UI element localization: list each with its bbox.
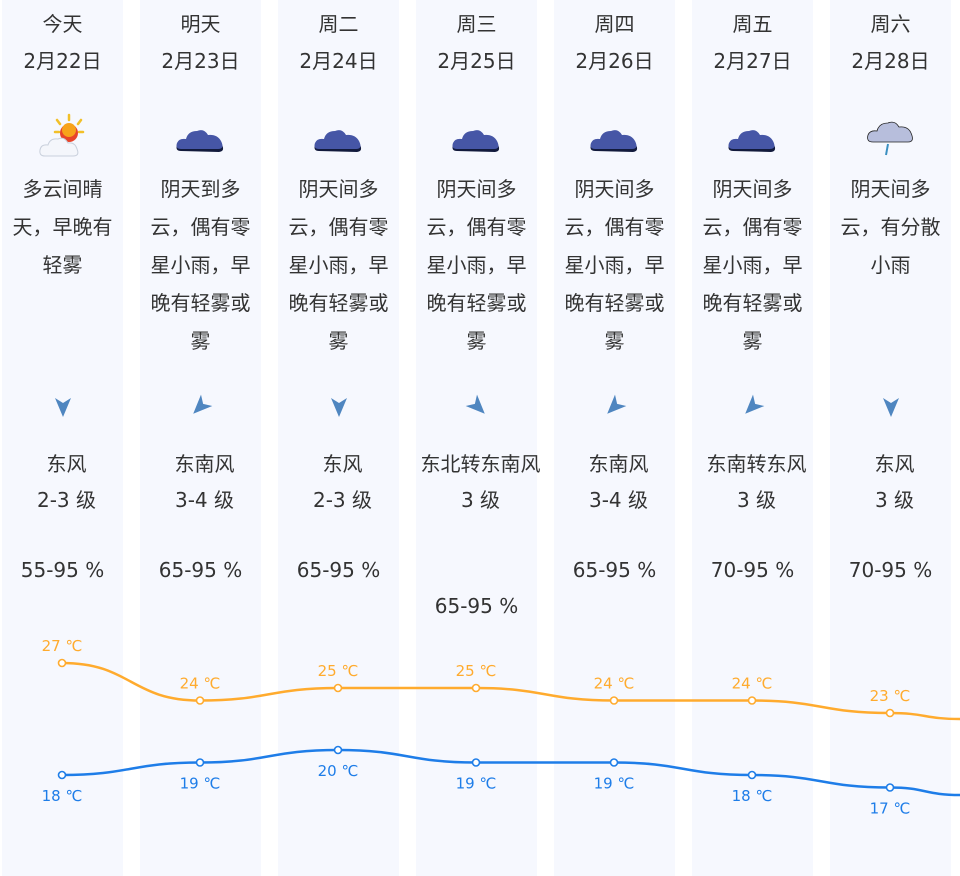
partly-cloudy-sun-icon	[33, 112, 93, 162]
wind-direction-arrow-icon	[325, 392, 353, 420]
forecast-day-column: 周二 2月24日 阴天间多云，偶有零星小雨，早晚有轻雾或雾 东风 2-3 级 6…	[278, 0, 399, 876]
wind-info: 东南风 3-4 级	[140, 446, 269, 518]
wind-direction: 东南转东风	[706, 452, 807, 476]
weather-description: 阴天间多云，偶有零星小雨，早晚有轻雾或雾	[288, 177, 389, 353]
weather-description: 阴天间多云，偶有零星小雨，早晚有轻雾或雾	[702, 177, 803, 353]
wind-info: 东南转东风 3 级	[692, 446, 821, 518]
humidity: 55-95 %	[20, 558, 105, 582]
date-label: 2月26日	[575, 49, 654, 73]
overcast-cloud-icon	[585, 112, 645, 162]
humidity: 65-95 %	[434, 594, 519, 618]
day-label: 周三	[456, 12, 497, 36]
wind-direction-arrow-icon	[739, 392, 767, 420]
wind-direction-arrow-icon	[463, 392, 491, 420]
wind-direction-arrow-icon	[187, 392, 215, 420]
wind-direction: 东风	[46, 452, 87, 476]
overcast-cloud-icon	[171, 112, 231, 162]
overcast-cloud-icon	[309, 112, 369, 162]
day-label: 周五	[732, 12, 773, 36]
day-label: 今天	[42, 12, 83, 36]
humidity: 65-95 %	[158, 558, 243, 582]
day-label: 周四	[594, 12, 635, 36]
date-label: 2月28日	[851, 49, 930, 73]
overcast-cloud-icon	[723, 112, 783, 162]
forecast-day-column: 周四 2月26日 阴天间多云，偶有零星小雨，早晚有轻雾或雾 东南风 3-4 级 …	[554, 0, 675, 876]
wind-level: 3 级	[874, 488, 915, 512]
overcast-cloud-icon	[447, 112, 507, 162]
wind-level: 3 级	[460, 488, 501, 512]
humidity: 70-95 %	[848, 558, 933, 582]
wind-level: 2-3 级	[312, 488, 373, 512]
day-label: 明天	[180, 12, 221, 36]
wind-direction-arrow-icon	[49, 392, 77, 420]
wind-info: 东风 2-3 级	[2, 446, 131, 518]
wind-direction: 东北转东南风	[420, 452, 541, 476]
cloud-rain-icon	[861, 112, 921, 162]
forecast-day-column: 周五 2月27日 阴天间多云，偶有零星小雨，早晚有轻雾或雾 东南转东风 3 级 …	[692, 0, 813, 876]
wind-level: 2-3 级	[36, 488, 97, 512]
forecast-day-column: 明天 2月23日 阴天到多云，偶有零星小雨，早晚有轻雾或雾 东南风 3-4 级 …	[140, 0, 261, 876]
wind-info: 东风 3 级	[830, 446, 959, 518]
date-label: 2月27日	[713, 49, 792, 73]
wind-info: 东风 2-3 级	[278, 446, 407, 518]
wind-info: 东北转东南风 3 级	[416, 446, 545, 518]
wind-direction: 东南风	[174, 452, 235, 476]
wind-direction-arrow-icon	[877, 392, 905, 420]
weather-description: 阴天到多云，偶有零星小雨，早晚有轻雾或雾	[150, 177, 251, 353]
weather-description: 阴天间多云，偶有零星小雨，早晚有轻雾或雾	[426, 177, 527, 353]
wind-info: 东南风 3-4 级	[554, 446, 683, 518]
wind-level: 3 级	[736, 488, 777, 512]
weather-description: 阴天间多云，有分散小雨	[840, 177, 941, 277]
date-label: 2月24日	[299, 49, 378, 73]
forecast-day-column: 周三 2月25日 阴天间多云，偶有零星小雨，早晚有轻雾或雾 东北转东南风 3 级…	[416, 0, 541, 876]
forecast-day-column: 周六 2月28日 阴天间多云，有分散小雨 东风 3 级 70-95 %	[830, 0, 951, 876]
humidity: 65-95 %	[572, 558, 657, 582]
date-label: 2月22日	[23, 49, 102, 73]
wind-direction: 东风	[322, 452, 363, 476]
wind-direction: 东南风	[588, 452, 649, 476]
wind-level: 3-4 级	[174, 488, 235, 512]
wind-level: 3-4 级	[588, 488, 649, 512]
weather-description: 多云间晴天，早晚有轻雾	[12, 177, 113, 277]
day-label: 周二	[318, 12, 359, 36]
forecast-day-column: 今天 2月22日 多云间晴天，早晚有轻雾 东风 2-3 级 55-95 %	[2, 0, 123, 876]
humidity: 70-95 %	[710, 558, 795, 582]
date-label: 2月25日	[437, 49, 516, 73]
wind-direction: 东风	[874, 452, 915, 476]
weather-description: 阴天间多云，偶有零星小雨，早晚有轻雾或雾	[564, 177, 665, 353]
wind-direction-arrow-icon	[601, 392, 629, 420]
date-label: 2月23日	[161, 49, 240, 73]
humidity: 65-95 %	[296, 558, 381, 582]
day-label: 周六	[870, 12, 911, 36]
